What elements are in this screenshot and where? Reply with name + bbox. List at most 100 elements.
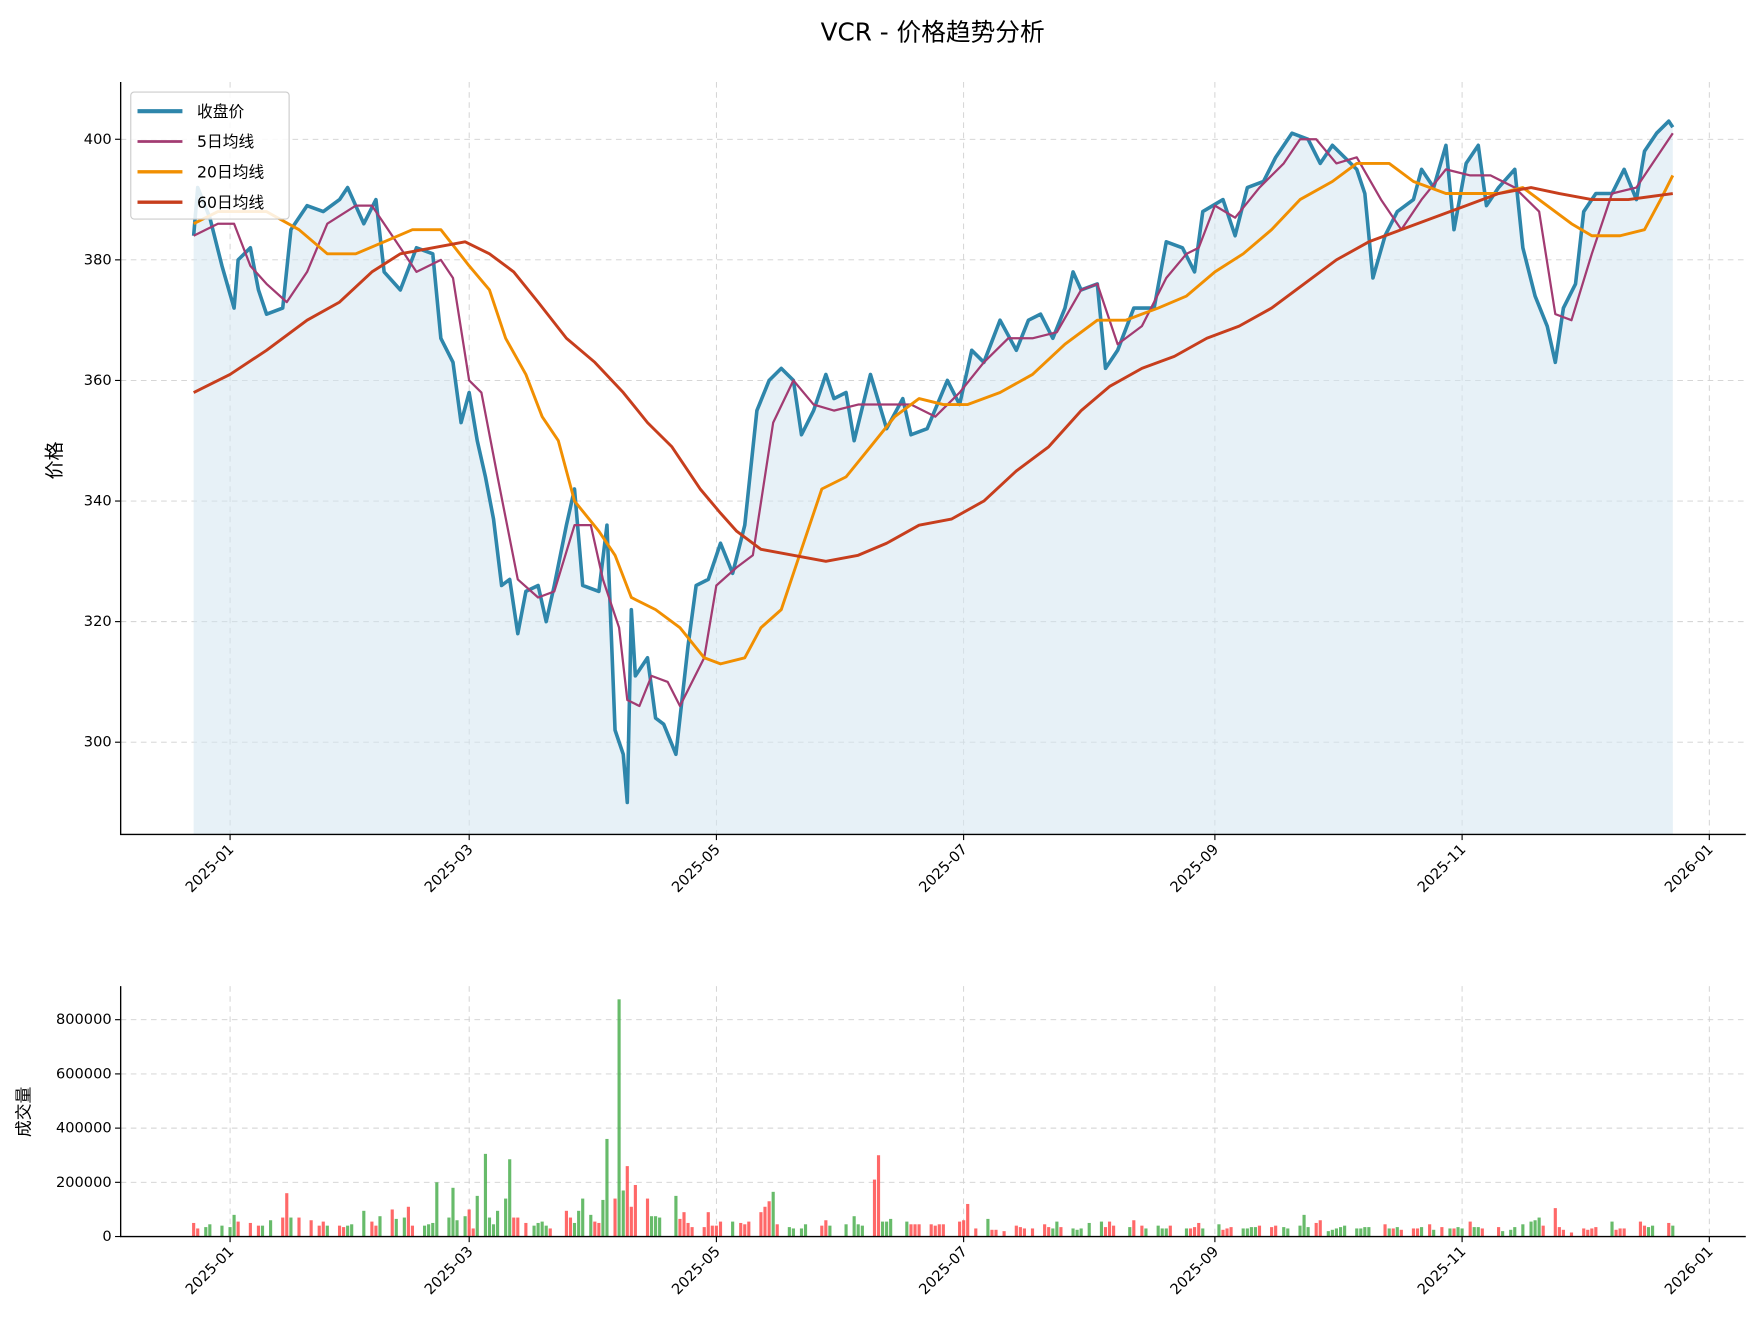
volume-bar xyxy=(406,1206,410,1237)
volume-bar xyxy=(1326,1231,1330,1237)
volume-bar xyxy=(532,1225,536,1237)
volume-bar xyxy=(289,1217,293,1237)
volume-bar xyxy=(686,1222,690,1237)
x-tick-label: 2025-03 xyxy=(421,841,476,896)
volume-bar xyxy=(568,1217,573,1237)
volume-bar xyxy=(739,1222,743,1237)
volume-bar xyxy=(1314,1222,1318,1237)
volume-bar xyxy=(1302,1214,1306,1237)
volume-bar xyxy=(451,1187,455,1237)
volume-bar xyxy=(941,1224,945,1237)
volume-bars xyxy=(192,999,1675,1237)
volume-bar xyxy=(544,1225,548,1237)
y-tick-label: 320 xyxy=(84,613,112,630)
volume-bar xyxy=(844,1224,848,1237)
volume-bar xyxy=(1249,1227,1253,1237)
volume-bar xyxy=(1270,1227,1274,1237)
volume-bar xyxy=(475,1195,479,1237)
x-tick-label: 2026-01 xyxy=(1661,1243,1716,1298)
volume-bar xyxy=(1452,1228,1456,1237)
volume-bar xyxy=(702,1227,706,1237)
volume-bar xyxy=(1586,1229,1590,1237)
volume-bar xyxy=(350,1224,354,1237)
volume-bar xyxy=(1022,1228,1026,1237)
volume-bar xyxy=(1355,1228,1359,1237)
volume-bar xyxy=(759,1212,763,1237)
volume-bar xyxy=(1460,1228,1464,1237)
y-tick-label: 800000 xyxy=(56,1011,112,1028)
close-area-fill xyxy=(193,121,1673,835)
volume-bar xyxy=(1059,1227,1063,1237)
volume-bar xyxy=(820,1225,824,1237)
volume-bar xyxy=(378,1216,382,1237)
volume-bar xyxy=(613,1198,617,1237)
volume-bar xyxy=(483,1153,488,1237)
volume-bar xyxy=(204,1227,208,1237)
x-tick-label: 2025-01 xyxy=(182,1243,237,1298)
volume-bar xyxy=(248,1222,252,1237)
volume-bar xyxy=(1440,1227,1444,1237)
volume-bar xyxy=(256,1225,261,1237)
price-x-ticks: 2025-01 2025-03 2025-05 2025-07 2025-09 2025-… xyxy=(182,834,1717,896)
volume-bar xyxy=(1415,1228,1420,1237)
volume-bar xyxy=(281,1217,285,1237)
volume-bar xyxy=(674,1195,678,1237)
volume-bar xyxy=(1391,1228,1395,1237)
volume-bar xyxy=(1330,1229,1334,1237)
volume-bar xyxy=(1367,1227,1371,1237)
x-tick-label: 2025-09 xyxy=(1167,1243,1222,1298)
volume-bar xyxy=(1241,1228,1245,1237)
volume-bar xyxy=(1671,1225,1675,1237)
volume-bar xyxy=(1075,1229,1079,1237)
volume-bar xyxy=(1132,1220,1136,1237)
volume-bar xyxy=(986,1218,990,1237)
ma5-line xyxy=(193,132,1674,708)
volume-bar xyxy=(309,1220,313,1237)
volume-bar xyxy=(471,1228,475,1237)
volume-bar xyxy=(1192,1227,1197,1237)
volume-bar xyxy=(690,1227,694,1237)
volume-bar xyxy=(1594,1227,1598,1237)
volume-bar xyxy=(427,1224,431,1237)
x-tick-label: 2025-03 xyxy=(421,1243,476,1298)
volume-bar xyxy=(1112,1225,1116,1237)
volume-bar xyxy=(962,1220,966,1237)
volume-bar xyxy=(431,1222,435,1237)
volume-bar xyxy=(1164,1228,1168,1237)
volume-y-label: 成交量 xyxy=(14,1086,34,1137)
x-tick-label: 2025-05 xyxy=(669,841,724,896)
volume-bar xyxy=(1399,1229,1403,1237)
volume-bar xyxy=(1253,1227,1258,1237)
volume-bar xyxy=(317,1225,321,1237)
ma60-line xyxy=(193,186,1673,563)
legend-label-ma20: 20日均线 xyxy=(197,162,264,181)
volume-bar xyxy=(824,1220,828,1237)
volume-bar xyxy=(1561,1229,1565,1237)
volume-bar xyxy=(1334,1228,1338,1237)
volume-bar xyxy=(1225,1228,1229,1237)
volume-bar xyxy=(799,1228,804,1237)
volume-bar xyxy=(196,1228,200,1237)
volume-bar xyxy=(1513,1227,1517,1237)
volume-bar xyxy=(1274,1225,1278,1237)
volume-bar xyxy=(605,1138,609,1237)
volume-bar xyxy=(649,1216,654,1237)
volume-bar xyxy=(958,1221,962,1237)
volume-bar xyxy=(1160,1228,1164,1237)
volume-bar xyxy=(593,1221,597,1237)
y-tick-label: 400 xyxy=(84,131,112,148)
volume-bar xyxy=(1103,1227,1108,1237)
volume-bar xyxy=(337,1225,342,1237)
volume-bar xyxy=(1448,1228,1452,1237)
volume-bar xyxy=(913,1224,917,1237)
volume-bar xyxy=(1428,1224,1432,1237)
volume-bar xyxy=(1030,1228,1035,1237)
volume-bar xyxy=(791,1228,795,1237)
volume-bar xyxy=(1257,1225,1262,1237)
volume-bar xyxy=(390,1209,394,1237)
volume-bar xyxy=(710,1225,714,1237)
volume-bar xyxy=(564,1210,568,1237)
volume-bar xyxy=(1087,1222,1091,1237)
volume-bar xyxy=(1650,1225,1655,1237)
y-tick-label: 600000 xyxy=(56,1065,112,1082)
